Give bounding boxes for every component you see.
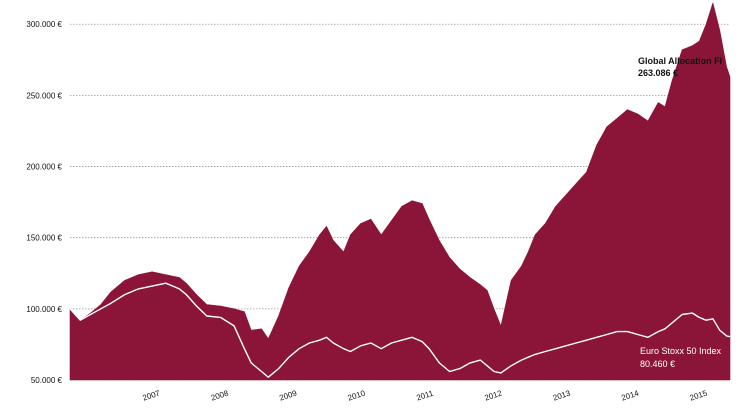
x-tick-label: 2013 — [552, 388, 572, 402]
series-line-euro-stoxx — [69, 282, 731, 378]
series-area-global-allocation — [69, 2, 731, 381]
x-tick-label: 2012 — [483, 388, 503, 402]
series-layer — [69, 2, 731, 381]
y-tick-label: 50.000 € — [31, 376, 63, 385]
y-tick-label: 300.000 € — [26, 20, 62, 29]
x-tick-label: 2007 — [141, 388, 161, 402]
index-series-end-value: 80.460 € — [640, 359, 675, 369]
annotations: Global Allocation FI 263.086 € Euro Stox… — [638, 56, 722, 369]
x-tick-label: 2011 — [415, 389, 435, 403]
y-axis-labels: 50.000 € 100.000 € 150.000 € 200.000 € 250.0… — [26, 20, 62, 385]
y-tick-label: 100.000 € — [26, 305, 62, 314]
x-tick-label: 2014 — [620, 388, 640, 402]
y-tick-label: 150.000 € — [26, 234, 62, 243]
x-axis-labels: 2007 2008 2009 2010 2011 2012 2013 2014 2015 — [141, 388, 708, 402]
x-tick-label: 2009 — [278, 388, 298, 402]
fund-series-end-value: 263.086 € — [638, 68, 678, 78]
x-tick-label: 2008 — [210, 388, 230, 402]
fund-series-end-label: Global Allocation FI — [638, 56, 722, 66]
index-series-end-label: Euro Stoxx 50 Index — [640, 346, 722, 356]
x-tick-label: 2010 — [347, 388, 367, 402]
y-tick-label: 250.000 € — [26, 91, 62, 100]
y-tick-label: 200.000 € — [26, 163, 62, 172]
x-tick-label: 2015 — [689, 388, 709, 402]
